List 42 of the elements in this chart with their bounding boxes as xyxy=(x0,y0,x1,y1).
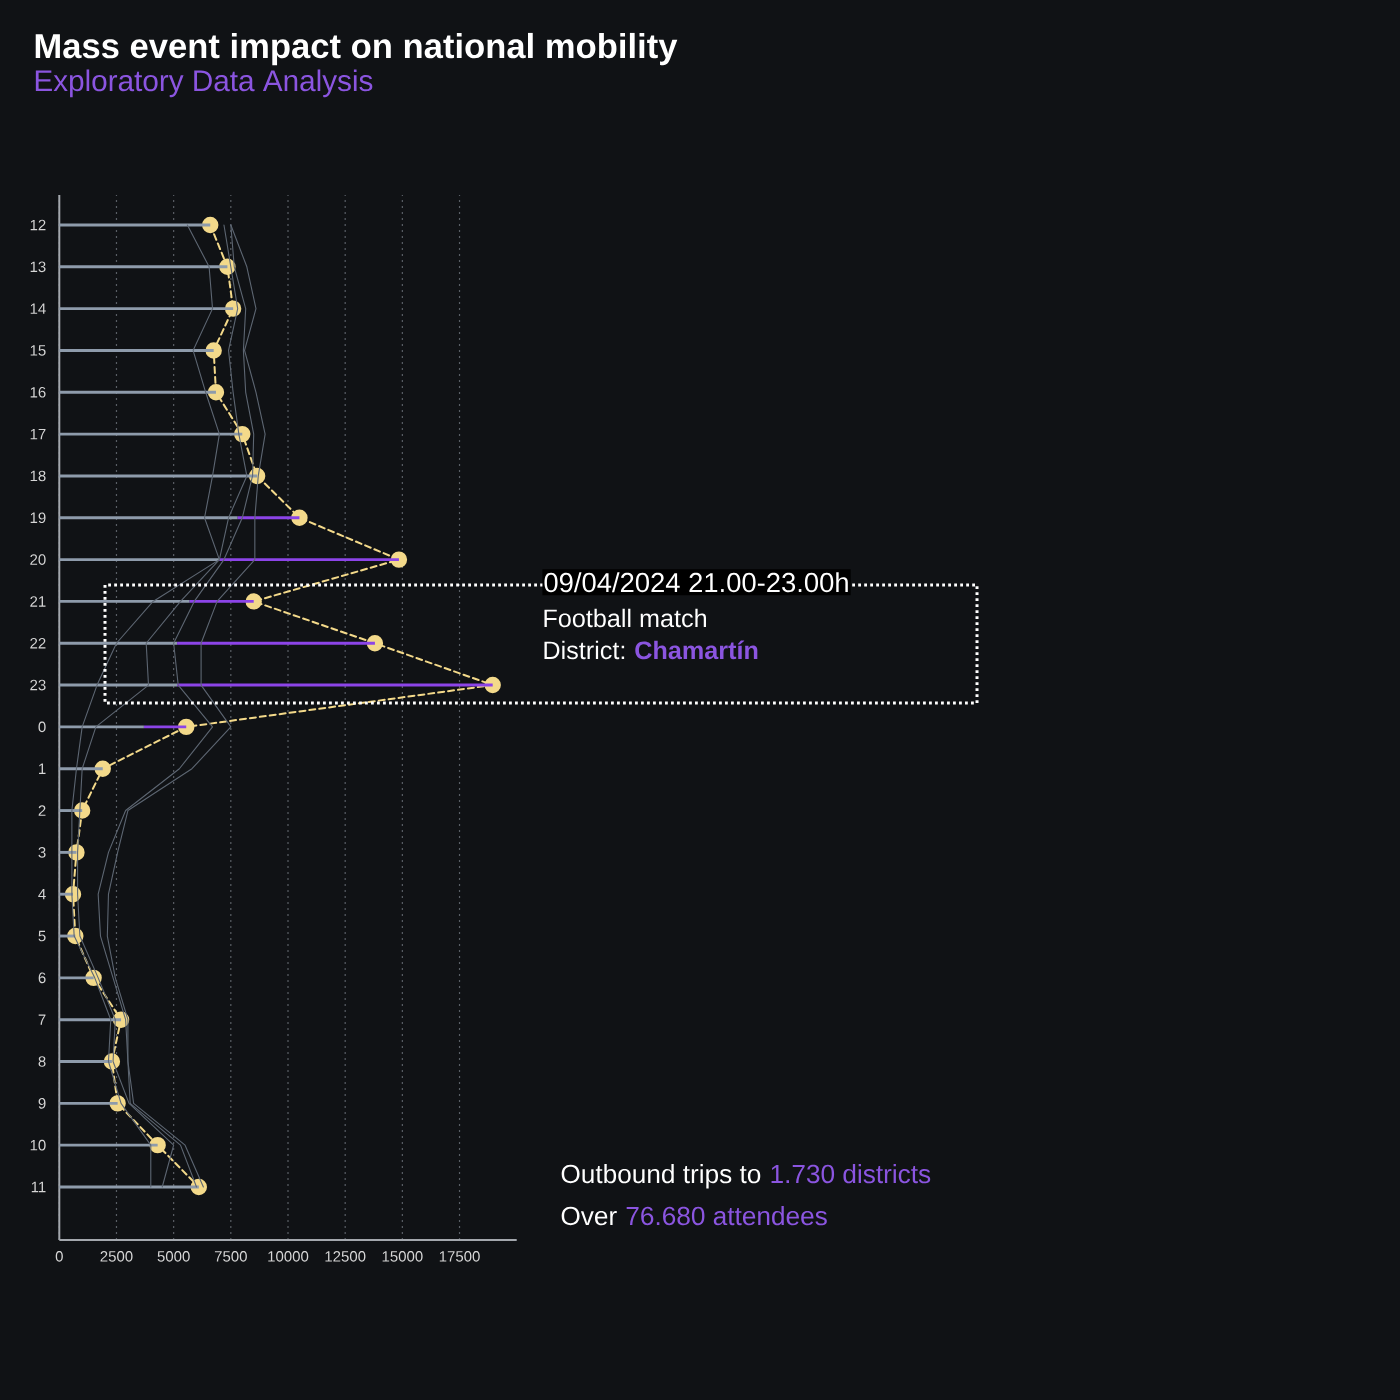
y-tick-label: 23 xyxy=(30,679,46,691)
y-tick-label: 18 xyxy=(30,470,46,482)
x-tick-label: 5000 xyxy=(157,1251,190,1262)
chart-title: Mass event impact on national mobility xyxy=(35,32,678,66)
y-tick-label: 11 xyxy=(31,1181,46,1193)
x-tick-label: 0 xyxy=(55,1251,63,1262)
y-tick-label: 6 xyxy=(38,972,46,984)
text: 1.730 districts xyxy=(771,1164,931,1184)
text: 09/04/2024 21.00-23.00h xyxy=(544,572,848,593)
y-tick-label: 16 xyxy=(30,386,46,398)
x-tick-label: 12500 xyxy=(325,1251,366,1262)
x-tick-label: 10000 xyxy=(268,1251,309,1262)
text: Football match xyxy=(544,608,706,628)
y-tick-label: 1 xyxy=(39,763,46,774)
y-tick-label: 4 xyxy=(38,889,46,900)
text: Outbound trips to xyxy=(561,1164,761,1189)
chart-subtitle: Exploratory Data Analysis xyxy=(35,69,373,98)
x-tick-label: 17500 xyxy=(439,1251,480,1262)
y-tick-label: 22 xyxy=(30,638,46,649)
y-tick-label: 13 xyxy=(30,261,46,273)
text: Chamartín xyxy=(635,640,758,660)
y-tick-label: 7 xyxy=(38,1014,46,1025)
y-tick-label: 5 xyxy=(38,930,46,942)
y-tick-label: 21 xyxy=(30,596,46,607)
text: Over xyxy=(561,1206,617,1226)
y-tick-label: 19 xyxy=(30,512,46,524)
y-tick-label: 3 xyxy=(38,847,46,858)
x-tick-label: 2500 xyxy=(100,1251,133,1262)
y-tick-label: 10 xyxy=(30,1139,46,1151)
y-tick-label: 9 xyxy=(38,1098,46,1109)
text: 76.680 attendees xyxy=(626,1206,827,1226)
y-tick-label: 2 xyxy=(38,805,46,816)
y-tick-label: 14 xyxy=(30,303,46,314)
x-tick-label: 7500 xyxy=(214,1251,247,1262)
y-tick-label: 12 xyxy=(30,219,46,231)
y-tick-label: 8 xyxy=(38,1056,46,1067)
y-tick-label: 15 xyxy=(30,345,46,356)
x-tick-label: 15000 xyxy=(382,1251,423,1262)
y-tick-label: 17 xyxy=(30,428,46,440)
y-tick-label: 0 xyxy=(38,721,46,733)
text: District: xyxy=(544,640,625,660)
y-tick-label: 20 xyxy=(30,554,46,565)
